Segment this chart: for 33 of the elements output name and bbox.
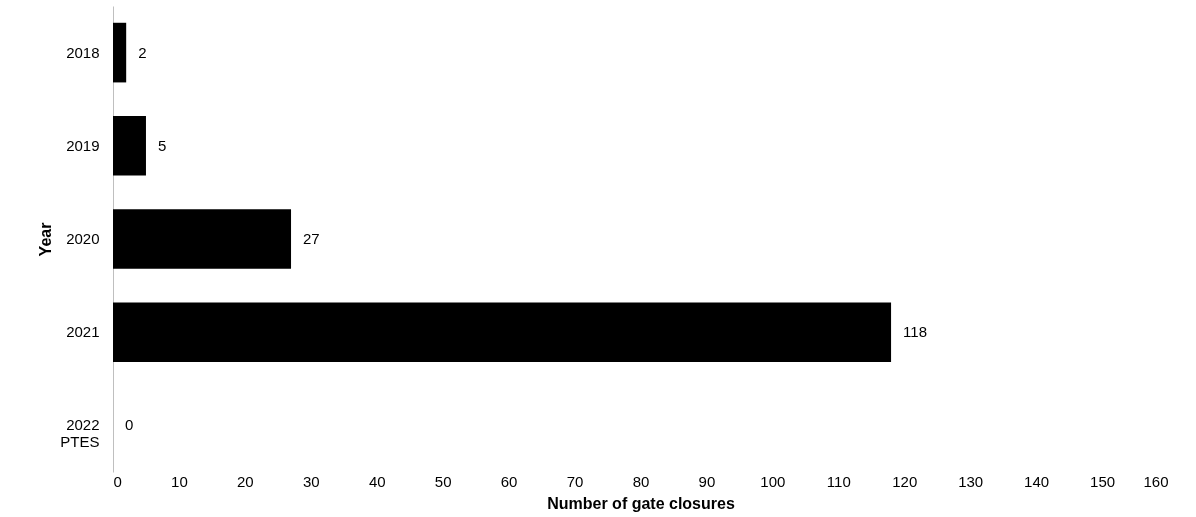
y-tick-label: 2022 PTES bbox=[60, 416, 100, 451]
data-label: 0 bbox=[125, 416, 134, 434]
x-tick-label: 160 bbox=[1143, 472, 1169, 490]
y-tick-label: 2018 bbox=[66, 43, 100, 61]
x-tick-label: 100 bbox=[760, 472, 786, 490]
x-tick-label: 30 bbox=[302, 472, 320, 490]
x-tick-label: 110 bbox=[826, 472, 851, 490]
y-tick-label: 2019 bbox=[66, 136, 100, 154]
data-label: 27 bbox=[303, 230, 320, 247]
x-tick-label: 60 bbox=[500, 472, 518, 490]
x-tick-label: 80 bbox=[632, 472, 650, 490]
x-tick-label: 40 bbox=[368, 472, 386, 490]
x-tick-label: 10 bbox=[171, 472, 188, 490]
x-tick-label: 0 bbox=[113, 472, 122, 490]
y-tick-label: 2020 bbox=[66, 230, 100, 247]
bar bbox=[113, 115, 146, 176]
bar bbox=[113, 209, 292, 269]
x-tick-label: 70 bbox=[566, 472, 584, 490]
x-tick-label: 20 bbox=[237, 472, 254, 490]
data-label: 118 bbox=[903, 323, 927, 341]
bar bbox=[113, 22, 127, 83]
x-tick-label: 120 bbox=[892, 472, 918, 490]
x-tick-label: 140 bbox=[1024, 472, 1050, 490]
bar bbox=[113, 302, 892, 363]
y-axis-title: Year bbox=[37, 222, 55, 257]
data-label: 5 bbox=[157, 136, 167, 154]
x-tick-label: 150 bbox=[1090, 472, 1116, 490]
x-tick-label: 50 bbox=[434, 472, 452, 490]
x-tick-label: 130 bbox=[958, 472, 984, 490]
data-label: 2 bbox=[138, 43, 147, 61]
y-tick-label: 2021 bbox=[66, 323, 100, 341]
x-axis-title: Number of gate closures bbox=[547, 494, 735, 512]
x-tick-label: 90 bbox=[698, 472, 716, 490]
